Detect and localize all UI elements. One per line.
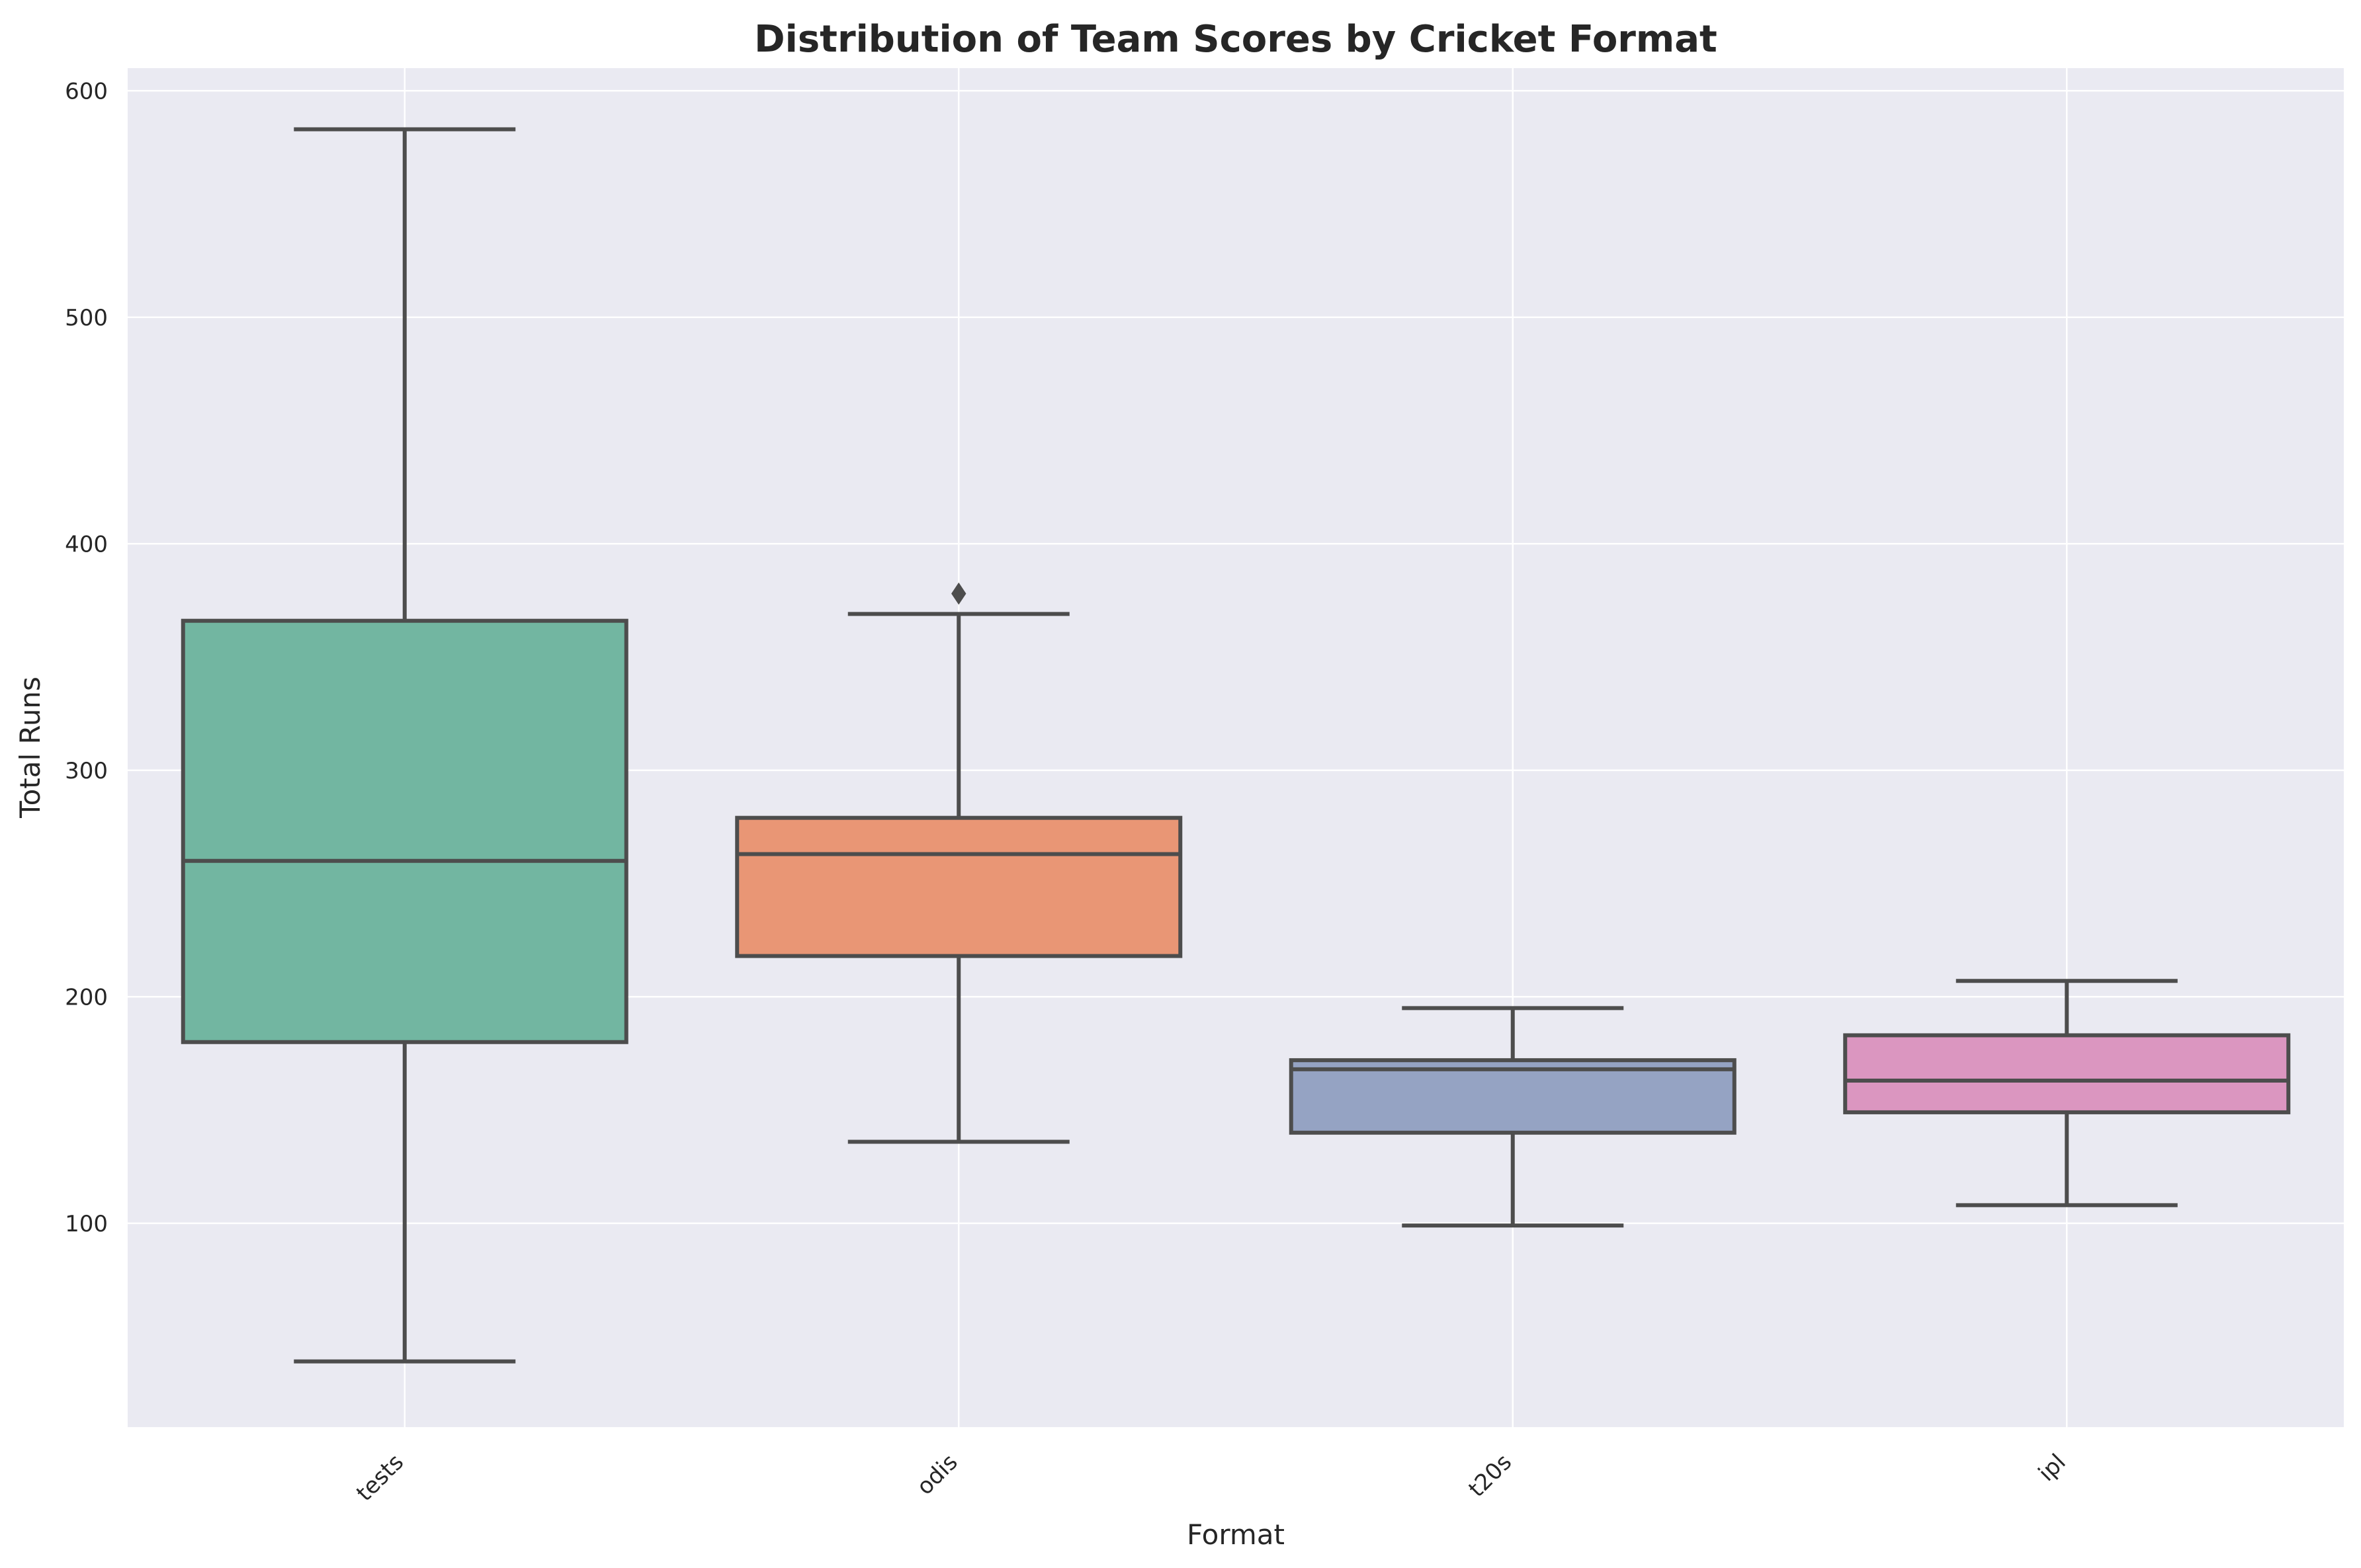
box-odis [735,582,1183,1144]
x-ticks: tests odis t20s ipl [351,1449,2071,1506]
y-tick-label-500: 500 [65,305,108,331]
y-tick-label-200: 200 [65,984,108,1011]
x-tick-label-t20s: t20s [1463,1449,1517,1503]
x-axis-label: Format [1187,1518,1285,1551]
chart-title: Distribution of Team Scores by Cricket F… [754,18,1717,61]
y-ticks: 100 200 300 400 500 600 [65,78,108,1237]
iqr-box-t20s [1289,1058,1737,1135]
box-ipl [1843,979,2291,1208]
x-tick-label-odis: odis [912,1449,963,1500]
y-tick-label-300: 300 [65,758,108,784]
iqr-box-ipl [1843,1033,2291,1114]
y-tick-label-400: 400 [65,531,108,557]
iqr-box-tests [181,618,628,1044]
x-tick-label-ipl: ipl [2034,1449,2071,1487]
y-axis-label: Total Runs [14,677,46,819]
boxes-group [181,127,2291,1364]
box-tests [181,127,628,1364]
iqr-box-odis [735,815,1183,958]
x-tick-label-tests: tests [351,1449,409,1506]
box-t20s [1289,1006,1737,1228]
outlier-odis-0 [951,582,966,605]
y-tick-label-100: 100 [65,1211,108,1237]
y-tick-label-600: 600 [65,78,108,104]
